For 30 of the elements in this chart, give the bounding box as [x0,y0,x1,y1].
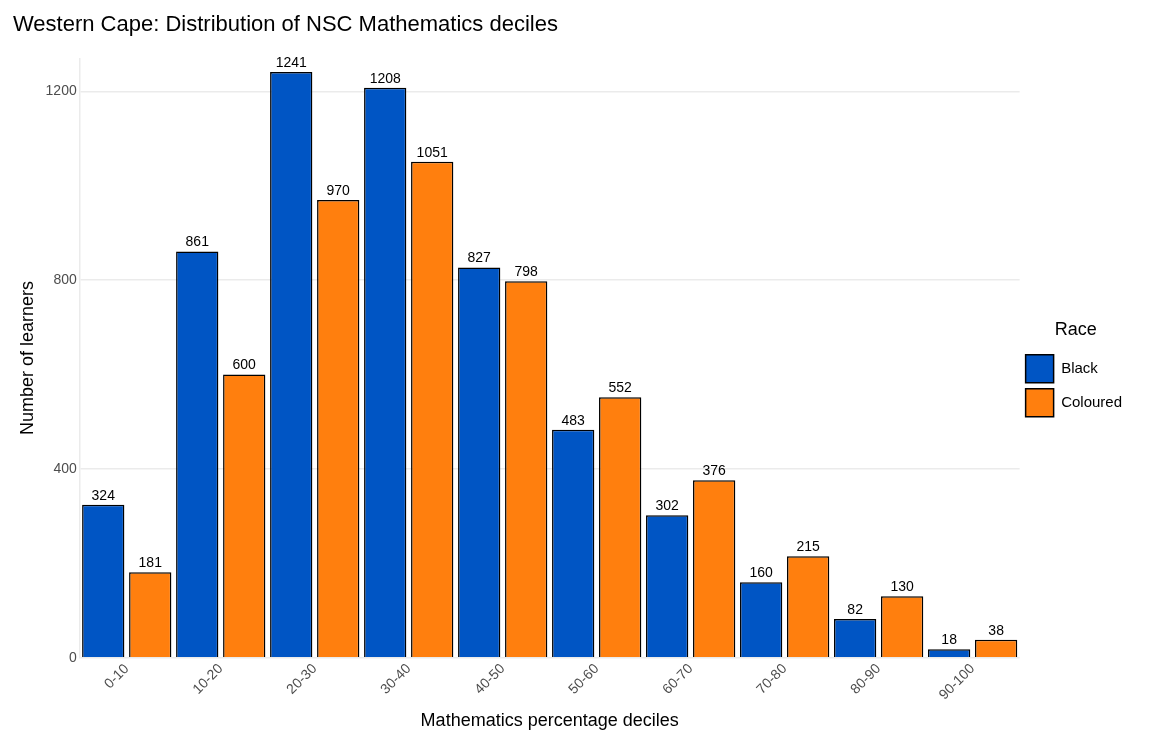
data-label: 324 [91,486,116,503]
y-tick-label: 400 [53,459,77,476]
legend-label: Black [1061,358,1099,376]
data-label: 18 [941,631,958,648]
y-axis-title: Number of learners [16,281,37,436]
data-label: 861 [185,233,210,250]
data-label: 798 [514,262,539,279]
data-label: 970 [326,181,351,198]
x-axis-title: Mathematics percentage deciles [420,710,679,731]
chart-title: Western Cape: Distribution of NSC Mathematics deciles [13,11,558,37]
data-label: 130 [890,578,915,595]
data-label: 1241 [275,53,307,70]
data-label: 552 [608,379,633,396]
y-tick-label: 0 [68,648,77,665]
data-label: 1208 [369,69,401,86]
data-label: 160 [749,564,774,581]
data-label: 1051 [416,143,448,160]
legend-label: Coloured [1061,392,1122,410]
data-label: 376 [702,462,727,479]
data-label: 827 [467,249,492,266]
data-label: 215 [796,538,821,555]
y-tick-label: 800 [53,271,77,288]
data-label: 38 [988,621,1005,638]
data-label: 302 [655,497,680,514]
legend-title: Race [1054,319,1097,340]
data-label: 181 [138,554,163,571]
data-label: 600 [232,356,257,373]
y-tick-label: 1200 [45,82,77,99]
data-label: 483 [561,411,586,428]
data-label: 82 [847,600,864,617]
